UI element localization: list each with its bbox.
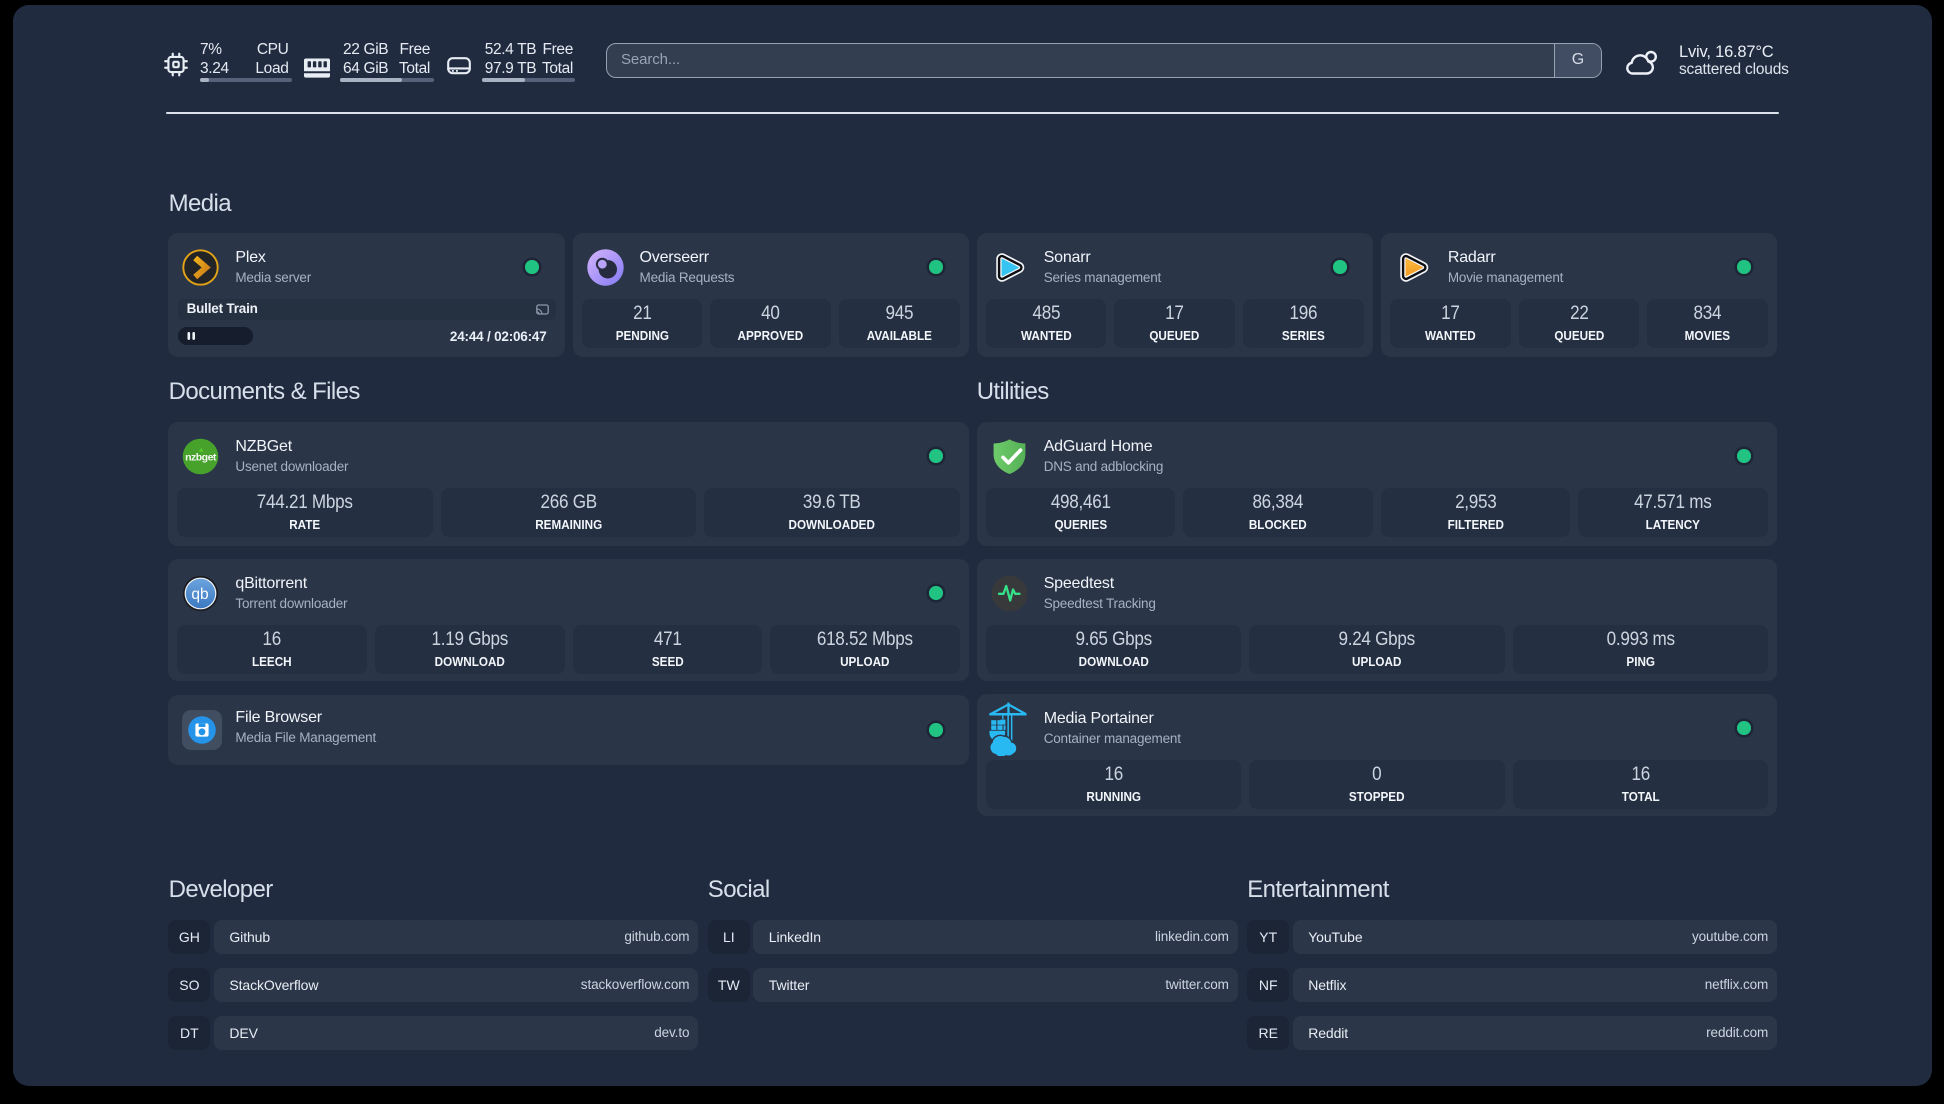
svg-text:qb: qb [192, 586, 209, 603]
svg-text:nzbget: nzbget [185, 452, 217, 464]
